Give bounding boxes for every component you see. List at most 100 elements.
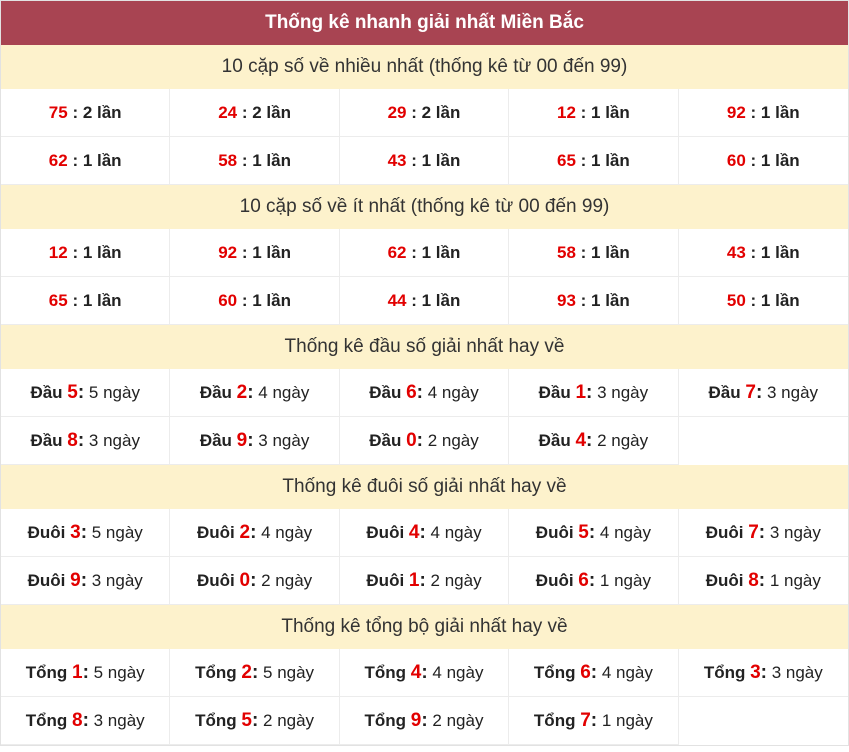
separator: :: [80, 570, 88, 591]
pair-number: 12: [557, 103, 576, 122]
separator: :: [575, 151, 592, 170]
stat-cell: Tổng 8: 3 ngày: [1, 697, 171, 745]
stat-cell: Đuôi 3: 5 ngày: [1, 509, 171, 557]
stat-label: Tổng: [25, 711, 72, 730]
stat-cell: 29 : 2 lần: [339, 89, 510, 137]
pair-text: 60 : 1 lần: [218, 291, 291, 310]
stat-label: Tổng: [25, 663, 72, 682]
stat-digit: 4: [575, 430, 587, 451]
stat-days: 4 ngày: [427, 663, 484, 682]
stat-days: 3 ngày: [592, 383, 649, 402]
stat-label: Đầu: [538, 431, 576, 450]
separator: :: [80, 522, 88, 543]
stat-cell: Tổng 4: 4 ngày: [339, 649, 510, 697]
stat-cell: 50 : 1 lần: [678, 277, 848, 325]
pair-count: 1 lần: [252, 243, 291, 262]
stat-cell: 60 : 1 lần: [678, 137, 848, 185]
pair-text: 65 : 1 lần: [557, 151, 630, 170]
separator: :: [586, 430, 593, 451]
stat-cell: 58 : 1 lần: [509, 229, 679, 277]
stat-digit: 4: [410, 662, 422, 683]
pair-number: 60: [726, 151, 746, 170]
separator: :: [67, 103, 83, 122]
separator: :: [745, 103, 761, 122]
stat-cell: 92 : 1 lần: [678, 89, 848, 137]
pair-count: 1 lần: [591, 103, 630, 122]
stat-cell: 93 : 1 lần: [509, 277, 679, 325]
separator: :: [745, 243, 761, 262]
pair-number: 65: [48, 291, 68, 310]
pair-count: 1 lần: [252, 291, 291, 310]
stat-digit: 8: [71, 710, 83, 731]
pair-number: 12: [48, 243, 68, 262]
stat-cell: 75 : 2 lần: [1, 89, 171, 137]
separator: :: [251, 710, 259, 731]
stat-days: 2 ngày: [592, 431, 649, 450]
separator: :: [406, 291, 422, 310]
stat-cell: Tổng 7: 1 ngày: [509, 697, 679, 745]
stat-cell: Đầu 5: 5 ngày: [1, 369, 171, 417]
stat-days: 4 ngày: [253, 383, 310, 402]
pair-number: 58: [218, 151, 238, 170]
separator: :: [575, 243, 592, 262]
stat-cell: Đầu 0: 2 ngày: [339, 417, 510, 465]
stat-cell: 44 : 1 lần: [339, 277, 510, 325]
pair-number: 29: [387, 103, 407, 122]
stat-cell: Đầu 8: 3 ngày: [1, 417, 171, 465]
pair-number: 92: [218, 243, 238, 262]
stat-digit: 6: [580, 662, 591, 683]
stat-days: 3 ngày: [87, 571, 143, 590]
separator: :: [745, 291, 761, 310]
pair-number: 44: [387, 291, 407, 310]
pair-number: 60: [218, 291, 238, 310]
stat-days: 1 ngày: [595, 571, 651, 590]
stat-cell: 43 : 1 lần: [678, 229, 848, 277]
stat-digit: 4: [408, 522, 420, 543]
stat-cell: Tổng 5: 2 ngày: [170, 697, 340, 745]
empty-cell: [679, 697, 848, 745]
stat-cell: 65 : 1 lần: [1, 277, 171, 325]
separator: :: [250, 522, 257, 543]
stat-digit: 7: [748, 522, 759, 543]
stat-digit: 0: [239, 570, 251, 591]
stat-cell: Đuôi 4: 4 ngày: [339, 509, 510, 557]
separator: :: [416, 430, 423, 451]
stat-label: Đầu: [199, 431, 237, 450]
stat-cell: 12 : 1 lần: [509, 89, 679, 137]
separator: :: [755, 382, 763, 403]
stat-label: Đầu: [30, 383, 68, 402]
stat-digit: 2: [241, 662, 252, 683]
pair-count: 1 lần: [252, 151, 291, 170]
stat-label: Đuôi: [197, 571, 240, 590]
stat-label: Đuôi: [535, 523, 579, 542]
stat-cell: 65 : 1 lần: [509, 137, 679, 185]
pair-count: 1 lần: [760, 291, 800, 310]
stat-cell: Tổng 6: 4 ngày: [509, 649, 679, 697]
separator: :: [590, 662, 598, 683]
pair-text: 93 : 1 lần: [557, 291, 630, 310]
pair-number: 43: [387, 151, 407, 170]
pair-text: 62 : 1 lần: [49, 151, 122, 170]
stat-cell: 24 : 2 lần: [170, 89, 340, 137]
separator: :: [82, 710, 89, 731]
separator: :: [251, 662, 259, 683]
stat-days: 1 ngày: [597, 711, 653, 730]
stat-days: 3 ngày: [253, 431, 310, 450]
separator: :: [590, 710, 598, 731]
separator: :: [745, 151, 761, 170]
separator: :: [416, 382, 423, 403]
separator: :: [67, 243, 83, 262]
stat-cell: Đuôi 2: 4 ngày: [170, 509, 340, 557]
stat-cell: 12 : 1 lần: [1, 229, 171, 277]
pair-count: 1 lần: [760, 103, 800, 122]
section-grid: 12 : 1 lần 92 : 1 lần 62 : 1 lần 58 : 1 lần…: [1, 229, 848, 325]
pair-number: 92: [726, 103, 746, 122]
separator: :: [421, 710, 428, 731]
stat-days: 4 ngày: [422, 383, 479, 402]
stat-label: Đầu: [538, 383, 576, 402]
stat-label: Tổng: [364, 711, 411, 730]
pair-number: 93: [557, 291, 576, 310]
stat-digit: 5: [578, 522, 589, 543]
separator: :: [237, 151, 253, 170]
